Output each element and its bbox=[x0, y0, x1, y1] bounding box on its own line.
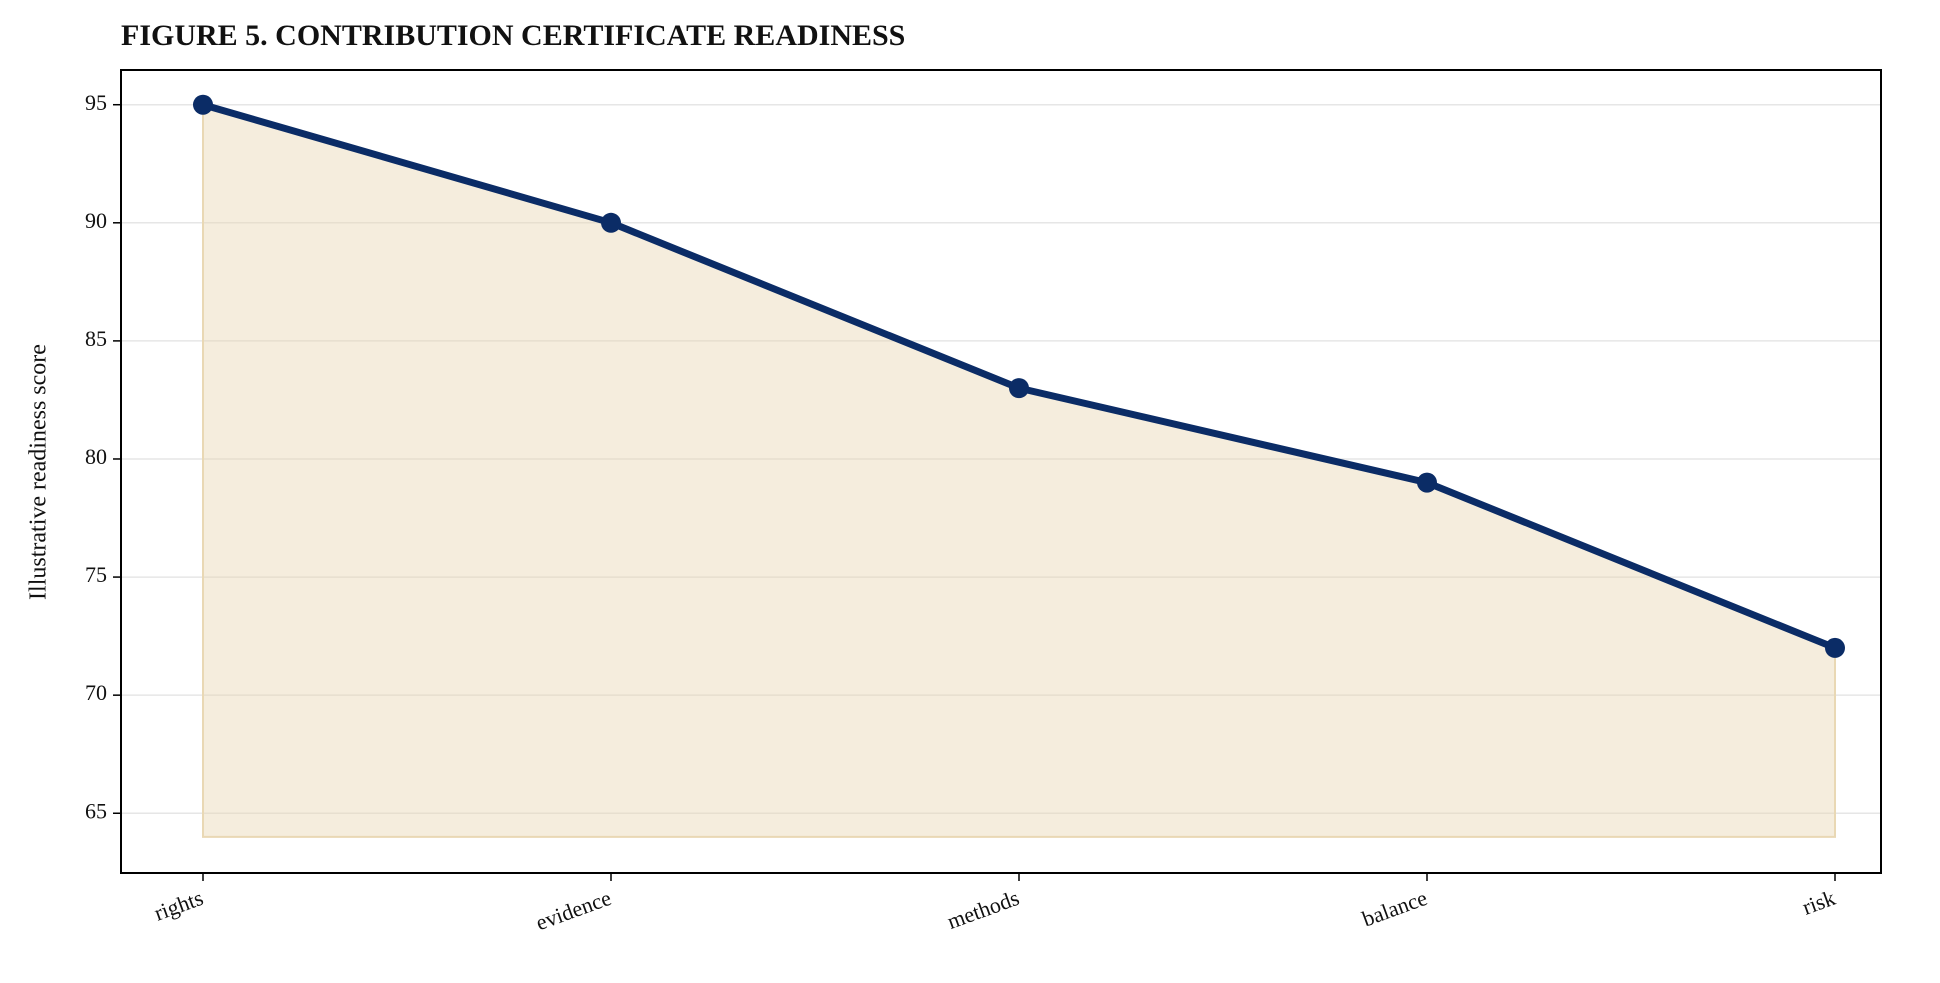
area bbox=[202, 103, 1836, 838]
plot-frame bbox=[120, 69, 1882, 874]
chart-title: FIGURE 5. CONTRIBUTION CERTIFICATE READI… bbox=[121, 19, 905, 52]
y-tick-label: 80 bbox=[85, 444, 107, 469]
y-axis-label: Illustrative readiness score bbox=[26, 344, 52, 600]
x-tick-label: risk bbox=[1799, 885, 1839, 920]
y-tick-label: 65 bbox=[85, 798, 107, 823]
point bbox=[1009, 378, 1029, 399]
y-tick-label: 95 bbox=[85, 90, 107, 115]
point bbox=[1825, 637, 1845, 658]
x-tick-label: methods bbox=[944, 885, 1023, 934]
x-tick-label: balance bbox=[1359, 885, 1431, 931]
point bbox=[193, 94, 213, 115]
y-tick-label: 70 bbox=[85, 680, 107, 705]
y-tick-label: 85 bbox=[85, 326, 107, 351]
y-tick-label: 75 bbox=[85, 562, 107, 587]
y-tick-label: 90 bbox=[85, 208, 107, 233]
point bbox=[601, 212, 621, 233]
x-tick-label: evidence bbox=[532, 885, 614, 935]
x-tick-label: rights bbox=[151, 885, 207, 926]
point bbox=[1417, 472, 1437, 493]
